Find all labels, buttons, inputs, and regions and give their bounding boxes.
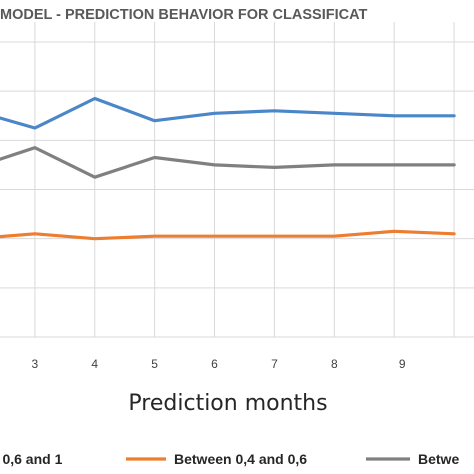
legend-label-2: Betwe	[418, 451, 459, 467]
grid-lines	[0, 22, 474, 338]
chart-title: MODEL - PREDICTION BEHAVIOR FOR CLASSIFI…	[0, 7, 367, 23]
x-tick-label: 8	[331, 357, 338, 371]
series-line-1	[0, 229, 456, 241]
legend-label-1: Between 0,4 and 0,6	[174, 451, 307, 467]
x-tick-label: 6	[211, 357, 218, 371]
x-tick-label: 3	[32, 357, 39, 371]
x-tick-label: 7	[271, 357, 278, 371]
x-axis-label: Prediction months	[128, 391, 327, 416]
x-tick-label: 5	[151, 357, 158, 371]
x-tick-labels: 3 4 5 6 7 8 9	[32, 357, 406, 371]
series-line-0	[0, 96, 456, 130]
legend: n 0,6 and 1 Between 0,4 and 0,6 Betwe	[0, 451, 459, 467]
x-tick-label: 4	[91, 357, 98, 371]
x-tick-label: 9	[399, 357, 406, 371]
series-line-2	[0, 146, 456, 179]
plot-area	[0, 22, 474, 338]
series-lines	[0, 96, 456, 241]
legend-label-0: n 0,6 and 1	[0, 451, 63, 467]
